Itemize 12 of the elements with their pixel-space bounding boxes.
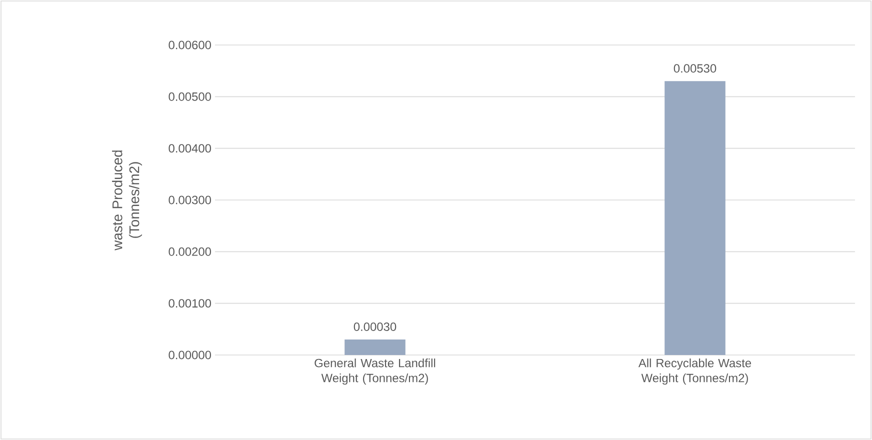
data-label: 0.00530: [674, 64, 716, 73]
y-tick-label: 0.00000: [168, 350, 212, 360]
x-tick-label: General Waste Landfill Weight (Tonnes/m2): [314, 358, 436, 385]
y-tick-label: 0.00100: [168, 299, 212, 308]
y-tick-label: 0.00500: [168, 92, 212, 101]
x-tick-label: All Recyclable Waste Weight (Tonnes/m2): [638, 358, 752, 385]
y-axis-title: waste Produced (Tonnes/m2): [112, 150, 142, 250]
data-label: 0.00030: [354, 322, 396, 331]
y-tick-label: 0.00600: [168, 40, 212, 50]
y-tick-label: 0.00400: [168, 144, 212, 153]
y-tick-label: 0.00200: [168, 247, 212, 256]
y-tick-label: 0.00300: [168, 196, 212, 204]
